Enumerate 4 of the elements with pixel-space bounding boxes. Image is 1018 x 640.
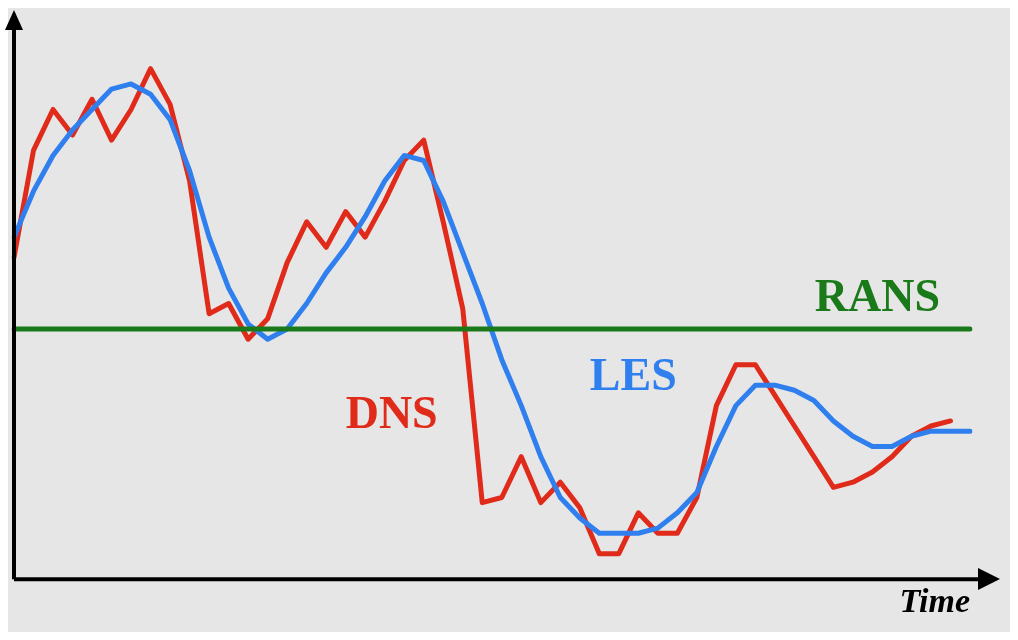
series-label: RANS: [814, 269, 940, 321]
series-label: DNS: [345, 387, 438, 439]
x-axis-title: Time: [899, 582, 970, 620]
series-label: LES: [589, 348, 677, 400]
